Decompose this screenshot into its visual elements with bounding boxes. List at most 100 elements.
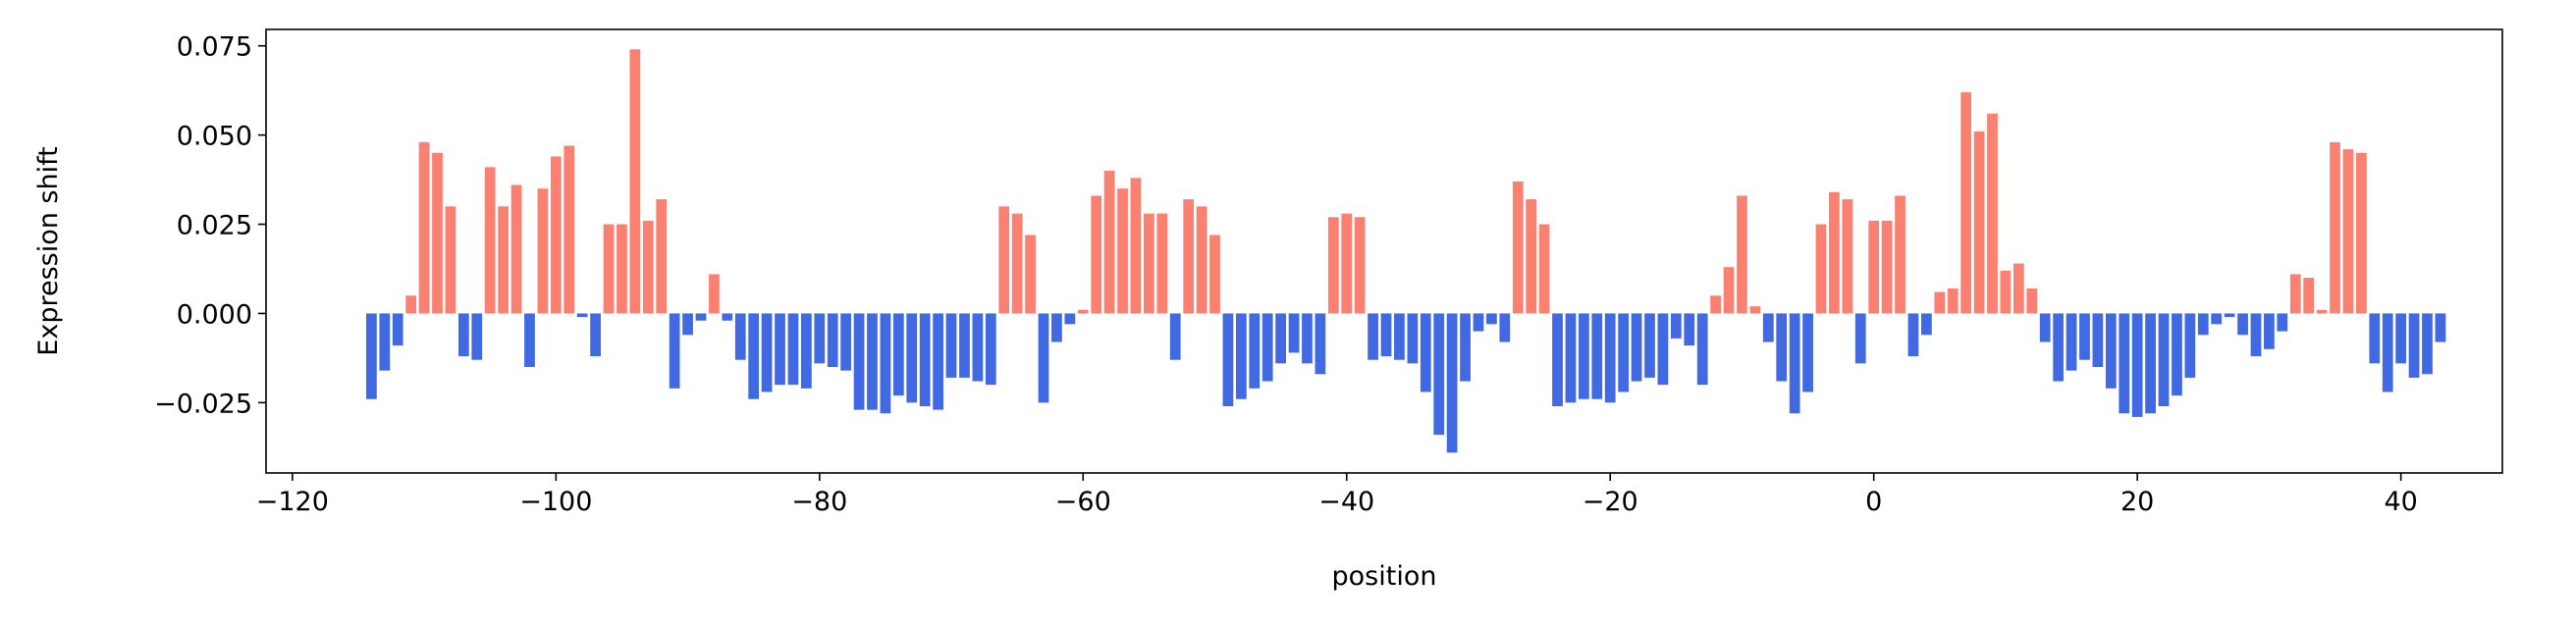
bar [748, 313, 760, 399]
bar [418, 141, 430, 314]
bar [471, 313, 483, 360]
bar [1526, 199, 1537, 314]
x-tick-label: −40 [1318, 487, 1374, 517]
bar [1657, 313, 1669, 386]
bar [1538, 224, 1550, 314]
x-tick-label: −120 [256, 487, 329, 517]
bar [1473, 313, 1484, 332]
bar [1881, 220, 1893, 314]
bar [892, 313, 904, 396]
bar [945, 313, 957, 378]
bar [432, 152, 443, 314]
bar [919, 313, 931, 406]
bar [2039, 313, 2051, 342]
bar [2092, 313, 2104, 367]
bar [405, 295, 417, 314]
bar [1249, 313, 1261, 389]
bar [1895, 195, 1905, 314]
x-tick-label: 0 [1865, 487, 1882, 517]
bar [2422, 313, 2433, 375]
bar [379, 313, 391, 371]
bar [2277, 313, 2288, 332]
bar [867, 313, 878, 410]
bar [1130, 178, 1142, 314]
bar [2237, 313, 2248, 336]
x-tick-label: −60 [1055, 487, 1111, 517]
bar [1051, 313, 1062, 342]
bar [2435, 313, 2446, 342]
bar [1235, 313, 1247, 399]
bar [1091, 195, 1102, 314]
bar [1025, 235, 1036, 314]
bar [2184, 313, 2196, 378]
bar [2250, 313, 2262, 357]
bar [510, 184, 522, 314]
bar [1420, 313, 1431, 392]
bar [1604, 313, 1616, 403]
bar [972, 313, 984, 382]
bar [1618, 313, 1630, 392]
bar [787, 313, 799, 386]
bar [1038, 313, 1049, 403]
bar [1144, 213, 1154, 314]
bar [1222, 313, 1234, 406]
bar [2145, 313, 2156, 414]
bar [1749, 306, 1761, 314]
bar [537, 188, 549, 314]
bar [1327, 217, 1339, 314]
bar [2053, 313, 2064, 382]
x-axis-label: position [1332, 561, 1437, 592]
bar [1552, 313, 1563, 406]
bar [2289, 274, 2301, 314]
bar [1960, 92, 1972, 314]
bar [2342, 149, 2354, 314]
bar [853, 313, 865, 410]
bar [1973, 131, 1985, 314]
bar [2382, 313, 2393, 392]
bar [1829, 191, 1840, 314]
bar [827, 313, 838, 367]
bar [1315, 313, 1326, 375]
bar [1565, 313, 1577, 403]
bar [1776, 313, 1788, 382]
bar [1670, 313, 1682, 339]
bar [761, 313, 773, 392]
bar [642, 220, 654, 314]
bar [998, 206, 1010, 314]
bar [1341, 213, 1353, 314]
bar [564, 145, 575, 314]
bar [959, 313, 970, 378]
bar [2395, 313, 2407, 364]
bar [629, 49, 641, 314]
bar [695, 313, 707, 321]
bar [1578, 313, 1589, 399]
bar [1921, 313, 1932, 336]
bar [1723, 267, 1735, 314]
bar [709, 274, 720, 314]
bar [2105, 313, 2117, 389]
bar [2330, 141, 2340, 314]
bar [1868, 220, 1880, 314]
bar [2369, 313, 2381, 364]
y-tick-label: −0.025 [154, 389, 252, 419]
bar [734, 313, 746, 360]
y-tick-label: 0.075 [177, 32, 252, 63]
x-tick-label: −100 [519, 487, 592, 517]
bar [801, 313, 812, 389]
bar [1064, 313, 1076, 325]
bar [2158, 313, 2170, 406]
bar [682, 313, 693, 336]
bar [2197, 313, 2209, 336]
bar [1696, 313, 1708, 386]
bar [1460, 313, 1471, 382]
bar [985, 313, 996, 386]
bar [1380, 313, 1392, 357]
bar [2355, 152, 2367, 314]
bar [1196, 206, 1208, 314]
bar [2303, 278, 2315, 314]
bar [366, 313, 377, 399]
y-tick-label: 0.000 [177, 299, 252, 330]
bar [2131, 313, 2143, 417]
x-tick-label: 40 [2384, 487, 2417, 517]
